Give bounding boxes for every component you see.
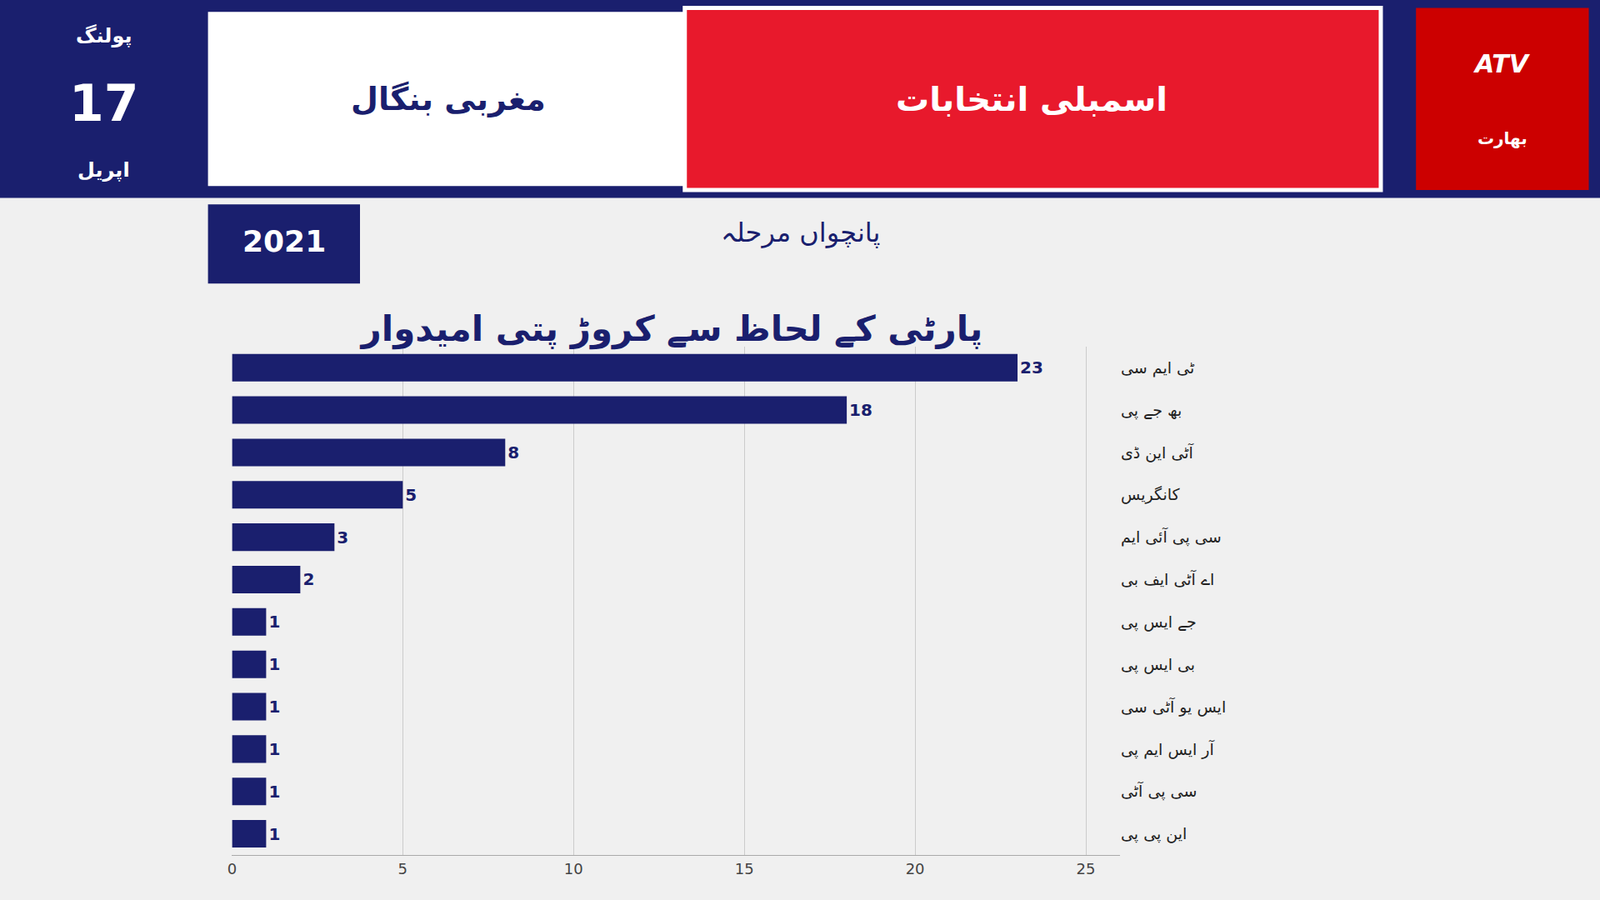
svg-text:آٹی این ڈی: آٹی این ڈی — [1120, 442, 1195, 463]
svg-text:17: 17 — [69, 74, 140, 133]
svg-text:سی پی آئی ایم: سی پی آئی ایم — [1120, 526, 1222, 547]
svg-text:کانگریس: کانگریس — [1120, 485, 1181, 505]
svg-text:25: 25 — [1076, 860, 1096, 878]
svg-text:10: 10 — [564, 860, 584, 878]
svg-text:بی ایس پی: بی ایس پی — [1120, 655, 1195, 675]
svg-text:5: 5 — [405, 485, 417, 505]
svg-text:1: 1 — [268, 611, 280, 632]
svg-text:2021: 2021 — [242, 224, 326, 259]
svg-text:ٹی ایم سی: ٹی ایم سی — [1120, 358, 1195, 378]
svg-text:20: 20 — [905, 860, 925, 878]
svg-text:آر ایس ایم پی: آر ایس ایم پی — [1120, 739, 1215, 760]
svg-text:5: 5 — [398, 860, 408, 878]
svg-text:اسمبلی انتخابات: اسمبلی انتخابات — [895, 80, 1168, 119]
svg-text:بھ جے پی: بھ جے پی — [1120, 400, 1182, 420]
svg-text:مغربی بنگال: مغربی بنگال — [350, 80, 546, 118]
svg-text:ATV: ATV — [1473, 49, 1531, 79]
svg-text:1: 1 — [268, 781, 280, 802]
svg-text:8: 8 — [507, 442, 520, 463]
svg-text:پارٹی کے لحاظ سے کروڑ پتی امید: پارٹی کے لحاظ سے کروڑ پتی امیدوار — [360, 308, 984, 350]
svg-text:اے آٹی ایف بی: اے آٹی ایف بی — [1120, 569, 1215, 589]
svg-text:بھارت: بھارت — [1477, 128, 1528, 149]
svg-text:1: 1 — [268, 824, 280, 845]
svg-text:اپریل: اپریل — [77, 158, 130, 182]
svg-text:2: 2 — [302, 569, 315, 590]
svg-text:سی پی آٹی: سی پی آٹی — [1120, 780, 1197, 801]
svg-text:پانچواں مرحلہ: پانچواں مرحلہ — [720, 216, 880, 249]
svg-text:18: 18 — [849, 400, 873, 420]
svg-text:جے ایس پی: جے ایس پی — [1120, 612, 1197, 632]
svg-text:1: 1 — [268, 739, 280, 760]
svg-text:ایس یو آٹی سی: ایس یو آٹی سی — [1120, 696, 1226, 717]
svg-text:1: 1 — [268, 696, 280, 717]
svg-text:15: 15 — [735, 860, 755, 878]
svg-text:این پی پی: این پی پی — [1120, 824, 1187, 844]
svg-text:پولنگ: پولنگ — [75, 24, 132, 48]
svg-text:1: 1 — [268, 654, 280, 675]
svg-text:23: 23 — [1020, 357, 1044, 378]
svg-text:0: 0 — [227, 860, 237, 878]
svg-text:3: 3 — [336, 527, 349, 548]
